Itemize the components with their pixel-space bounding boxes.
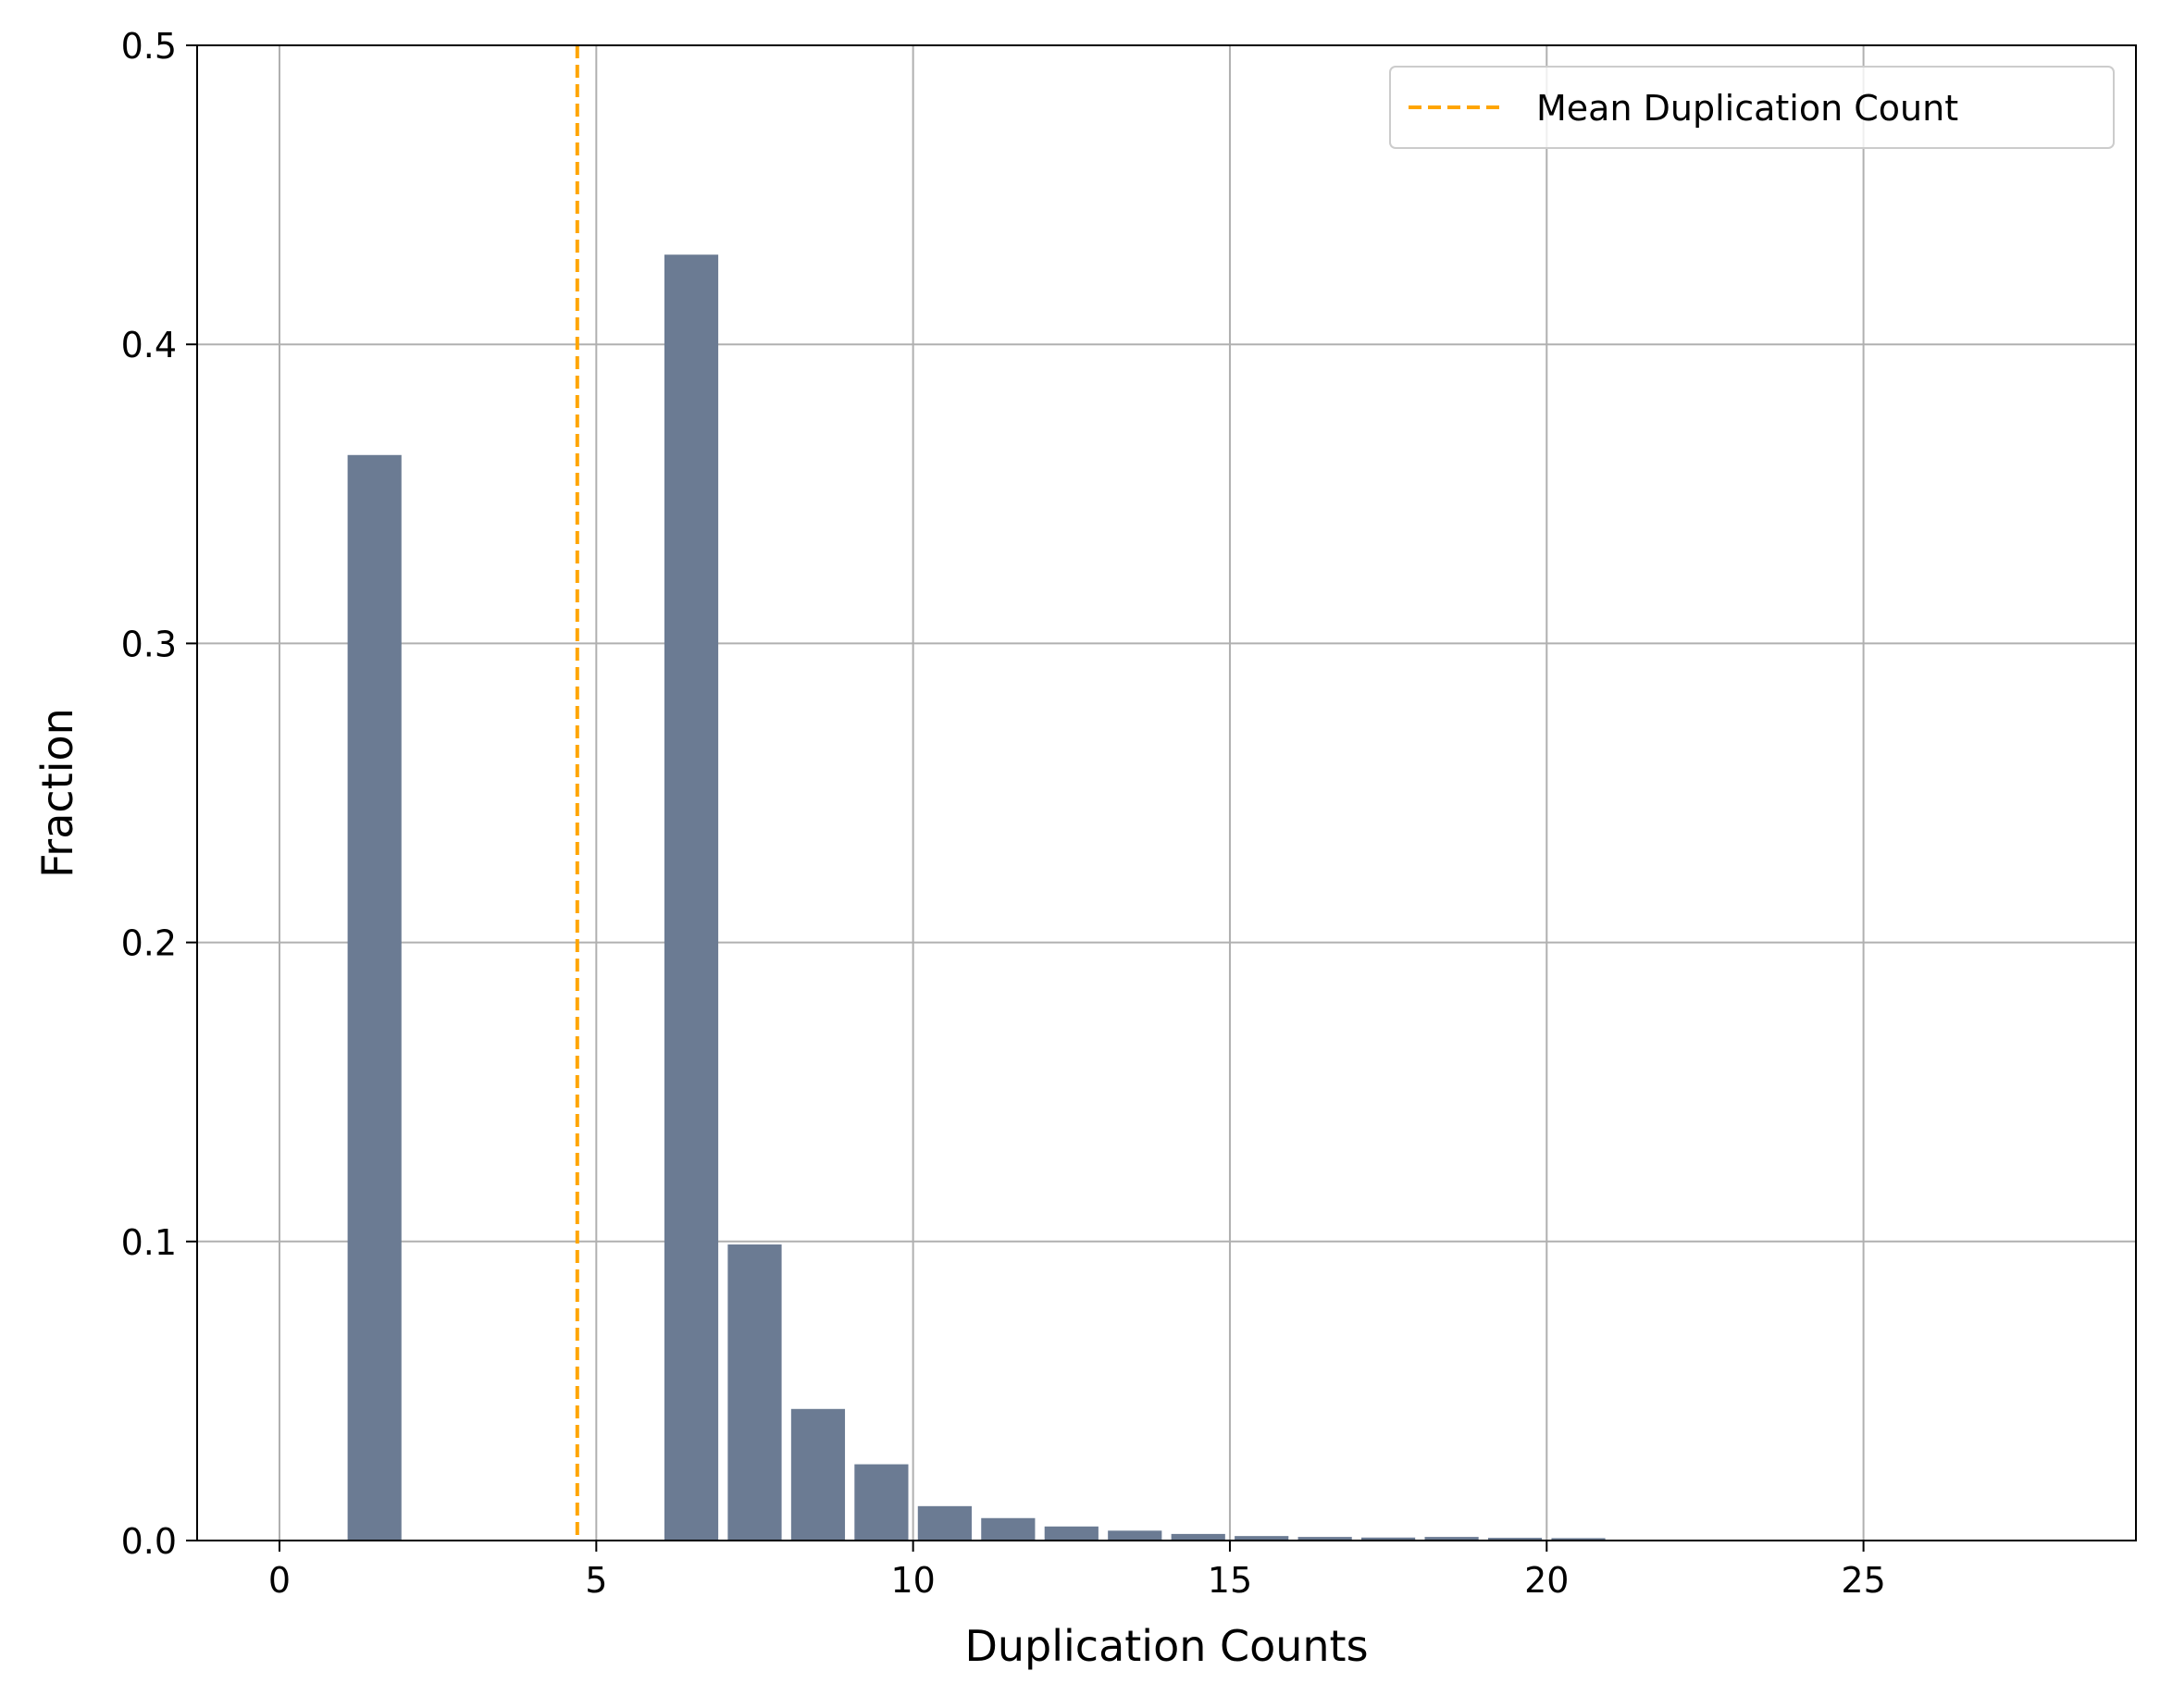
plot-frame — [196, 44, 2137, 1541]
x-tick-label-0: 0 — [268, 1560, 291, 1601]
bar-8 — [1108, 1530, 1162, 1541]
y-tick-label-0.2: 0.2 — [121, 923, 177, 964]
y-tick-label-0.3: 0.3 — [121, 624, 177, 664]
bar-4 — [854, 1464, 909, 1541]
bar-12 — [1361, 1537, 1416, 1541]
bar-9 — [1171, 1533, 1225, 1541]
bar-0 — [347, 454, 402, 1541]
bar-3 — [790, 1408, 846, 1541]
legend-box — [1389, 66, 2115, 149]
y-axis-label: Fraction — [32, 708, 82, 878]
bars — [347, 254, 1606, 1541]
axis-ticks: 0 5 10 15 20 25 0.0 0.1 0.2 0.3 0.4 0.5 — [121, 26, 1886, 1601]
x-tick-label-25: 25 — [1841, 1560, 1885, 1601]
legend: Mean Duplication Count — [1389, 66, 2115, 149]
y-tick-label-0: 0.0 — [121, 1521, 177, 1562]
bar-11 — [1297, 1537, 1352, 1541]
y-tick-label-0.5: 0.5 — [121, 26, 177, 67]
y-tick-label-0.1: 0.1 — [121, 1222, 177, 1263]
bar-13 — [1424, 1537, 1479, 1541]
bar-1 — [664, 254, 719, 1541]
x-axis-label: Duplication Counts — [964, 1621, 1368, 1671]
legend-label-mean-line: Mean Duplication Count — [1536, 88, 1958, 129]
bar-5 — [917, 1505, 972, 1541]
bar-2 — [727, 1244, 782, 1541]
bar-14 — [1487, 1538, 1543, 1541]
x-tick-label-10: 10 — [890, 1560, 935, 1601]
y-tick-label-0.4: 0.4 — [121, 325, 177, 365]
x-tick-label-5: 5 — [585, 1560, 607, 1601]
bar-7 — [1044, 1526, 1099, 1541]
bar-15 — [1551, 1538, 1606, 1541]
bar-10 — [1235, 1536, 1289, 1541]
bar-6 — [981, 1517, 1036, 1541]
x-tick-label-20: 20 — [1524, 1560, 1569, 1601]
x-tick-label-15: 15 — [1208, 1560, 1252, 1601]
